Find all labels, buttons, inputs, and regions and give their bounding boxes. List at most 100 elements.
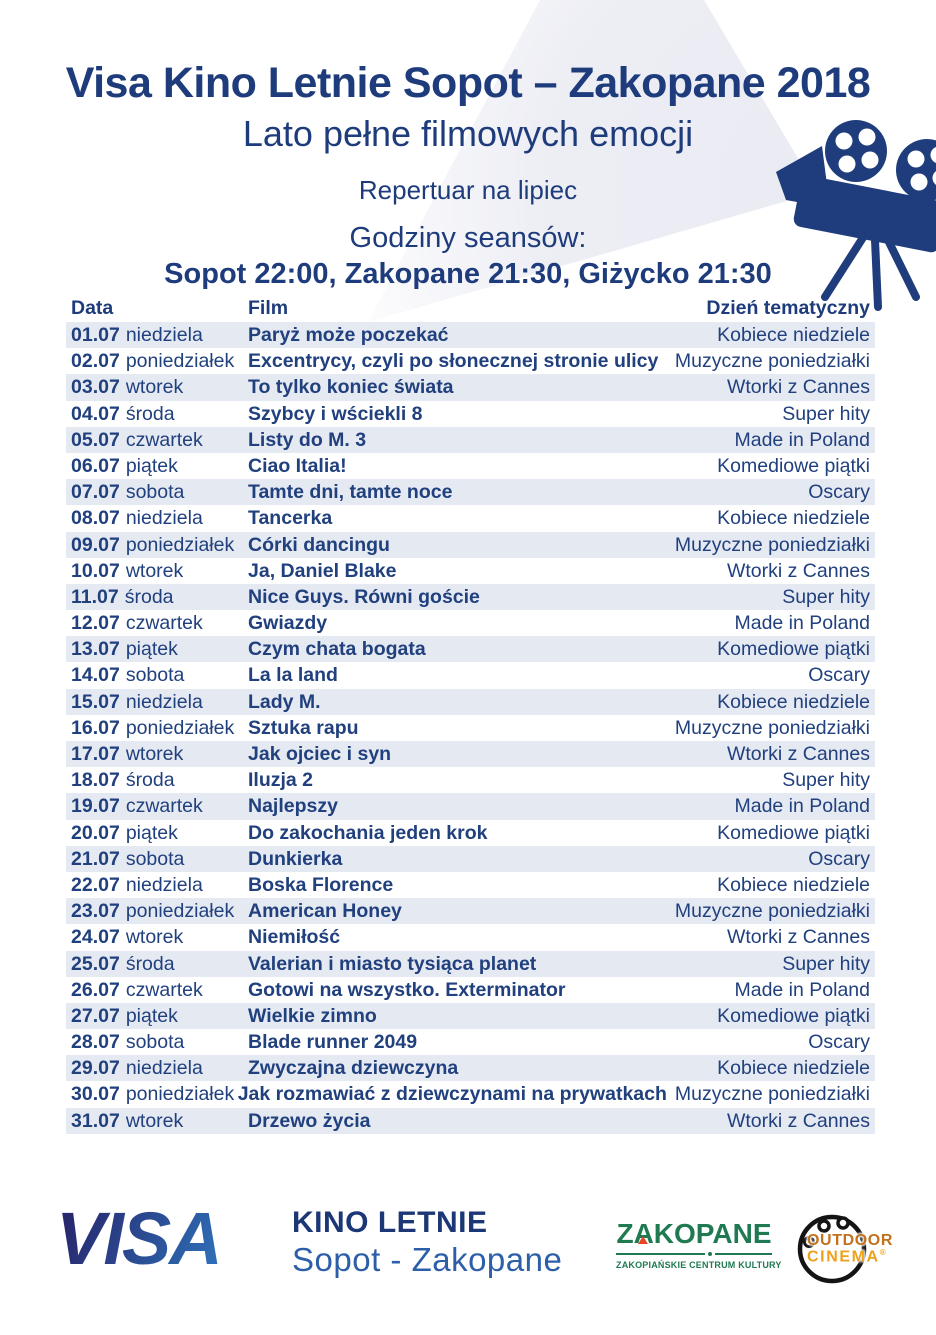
day-name: poniedziałek: [125, 533, 235, 556]
table-row: 20.07 piątek Do zakochania jeden krok Komed…: [66, 820, 875, 846]
date-number: 15.07: [71, 690, 120, 713]
day-name: wtorek: [125, 743, 184, 765]
visa-logo: VISA: [56, 1197, 223, 1280]
film-title: Do zakochania jeden krok: [248, 821, 488, 844]
theme-day: Super hity: [782, 402, 870, 425]
date-cell: 01.07 niedziela: [71, 322, 248, 348]
film-title: Iluzja 2: [248, 769, 314, 792]
day-name: sobota: [125, 664, 185, 687]
table-row: 01.07 niedziela Paryż może poczekać Kobiece…: [66, 322, 875, 349]
zakopane-logo: ZAKOPANE ZAKOPIAŃSKIE CENTRUM KULTURY: [616, 1220, 782, 1270]
date-cell: 07.07 sobota: [71, 479, 248, 505]
column-header-film: Film: [248, 297, 289, 319]
date-number: 06.07: [71, 454, 120, 477]
theme-day: Kobiece niedziele: [717, 507, 870, 530]
date-number: 05.07: [71, 428, 120, 451]
theme-day: Wtorki z Cannes: [726, 559, 870, 582]
film-title: Czym chata bogata: [248, 638, 426, 661]
day-name: sobota: [125, 481, 185, 504]
outdoor-cinema-logo: OUTDOOR CINEMA®: [795, 1209, 927, 1291]
day-name: niedziela: [125, 324, 203, 346]
date-cell: 21.07 sobota: [71, 846, 248, 872]
showtimes-values: Sopot 22:00, Zakopane 21:30, Giżycko 21:…: [164, 257, 772, 290]
date-cell: 10.07 wtorek: [71, 558, 248, 584]
date-cell: 14.07 sobota: [71, 662, 248, 688]
table-row: 30.07 poniedziałek Jak rozmawiać z dziewcz…: [66, 1081, 875, 1107]
day-name: poniedziałek: [125, 716, 235, 739]
table-row: 03.07 wtorek To tylko koniec świata Wtorki …: [66, 374, 875, 401]
day-name: środa: [125, 952, 175, 975]
theme-day: Oscary: [808, 664, 870, 687]
theme-day: Super hity: [782, 952, 870, 975]
page-title: Visa Kino Letnie Sopot – Zakopane 2018: [65, 59, 871, 107]
date-cell: 23.07 poniedziałek: [71, 898, 248, 924]
theme-day: Komediowe piątki: [717, 1004, 870, 1027]
date-number: 03.07: [71, 376, 120, 399]
showtimes-label: Godziny seansów:: [349, 221, 587, 254]
table-row: 31.07 wtorek Drzewo życia Wtorki z Cannes: [66, 1107, 875, 1134]
outdoor-cinema-wordmark: OUTDOOR CINEMA®: [807, 1233, 893, 1265]
theme-day: Komediowe piątki: [717, 821, 870, 844]
date-number: 25.07: [71, 952, 120, 975]
date-cell: 29.07 niedziela: [71, 1055, 248, 1081]
date-cell: 04.07 środa: [71, 401, 248, 427]
table-row: 28.07 sobota Blade runner 2049 Oscary: [66, 1029, 875, 1055]
day-name: niedziela: [125, 1057, 203, 1080]
film-title: Córki dancingu: [248, 533, 390, 556]
date-number: 31.07: [71, 1109, 120, 1132]
date-cell: 28.07 sobota: [71, 1029, 248, 1055]
table-body: 01.07 niedziela Paryż może poczekać Kobiece…: [66, 322, 875, 1134]
theme-day: Made in Poland: [734, 795, 870, 818]
film-title: Listy do M. 3: [248, 428, 367, 451]
day-name: wtorek: [125, 376, 184, 399]
date-cell: 20.07 piątek: [71, 820, 248, 846]
film-title: Jak rozmawiać z dziewczynami na prywatka…: [237, 1083, 667, 1106]
column-header-theme: Dzień tematyczny: [706, 297, 870, 319]
kino-letnie-subtitle: Sopot - Zakopane: [292, 1241, 563, 1278]
theme-day: Kobiece niedziele: [717, 324, 870, 346]
film-reel-icon: [797, 1214, 867, 1284]
film-title: Tancerka: [248, 507, 333, 530]
theme-day: Muzyczne poniedziałki: [674, 1083, 870, 1106]
theme-day: Muzyczne poniedziałki: [674, 716, 870, 739]
table-row: 08.07 niedziela Tancerka Kobiece niedziele: [66, 505, 875, 531]
theme-day: Wtorki z Cannes: [726, 743, 870, 765]
film-title: Paryż może poczekać: [248, 324, 449, 346]
table-row: 15.07 niedziela Lady M. Kobiece niedziele: [66, 688, 875, 715]
date-number: 24.07: [71, 926, 120, 949]
zakopane-divider: [616, 1252, 772, 1256]
table-row: 21.07 sobota Dunkierka Oscary: [66, 845, 875, 872]
table-row: 12.07 czwartek Gwiazdy Made in Poland: [66, 610, 875, 636]
date-cell: 13.07 piątek: [71, 636, 248, 662]
date-cell: 08.07 niedziela: [71, 505, 248, 531]
zakopane-tagline: ZAKOPIAŃSKIE CENTRUM KULTURY: [616, 1260, 782, 1270]
table-row: 14.07 sobota La la land Oscary: [66, 662, 875, 688]
cinema-word: CINEMA®: [807, 1248, 888, 1266]
date-number: 22.07: [71, 873, 120, 896]
table-row: 05.07 czwartek Listy do M. 3 Made in Poland: [66, 426, 875, 453]
repertoire-label: Repertuar na lipiec: [358, 174, 578, 205]
theme-day: Super hity: [782, 585, 870, 608]
date-cell: 18.07 środa: [71, 767, 248, 793]
film-title: American Honey: [248, 900, 402, 923]
theme-day: Oscary: [808, 847, 870, 870]
date-number: 02.07: [71, 350, 120, 373]
date-number: 23.07: [71, 900, 120, 923]
theme-day: Super hity: [782, 769, 870, 792]
film-title: Valerian i miasto tysiąca planet: [248, 952, 537, 975]
date-cell: 12.07 czwartek: [71, 610, 248, 636]
kino-letnie-title: KINO LETNIE: [292, 1206, 488, 1239]
film-title: Boska Florence: [248, 873, 394, 896]
projector-beam: [368, 0, 818, 322]
day-name: wtorek: [125, 926, 184, 949]
table-row: 07.07 sobota Tamte dni, tamte noce Oscary: [66, 479, 875, 506]
table-row: 29.07 niedziela Zwyczajna dziewczyna Kobiec…: [66, 1055, 875, 1082]
date-number: 27.07: [71, 1004, 120, 1027]
table-row: 19.07 czwartek Najlepszy Made in Poland: [66, 793, 875, 820]
day-name: wtorek: [125, 559, 184, 582]
theme-day: Oscary: [808, 481, 870, 504]
table-row: 13.07 piątek Czym chata bogata Komediowe pi…: [66, 636, 875, 663]
date-number: 28.07: [71, 1031, 120, 1054]
date-number: 16.07: [71, 716, 120, 739]
